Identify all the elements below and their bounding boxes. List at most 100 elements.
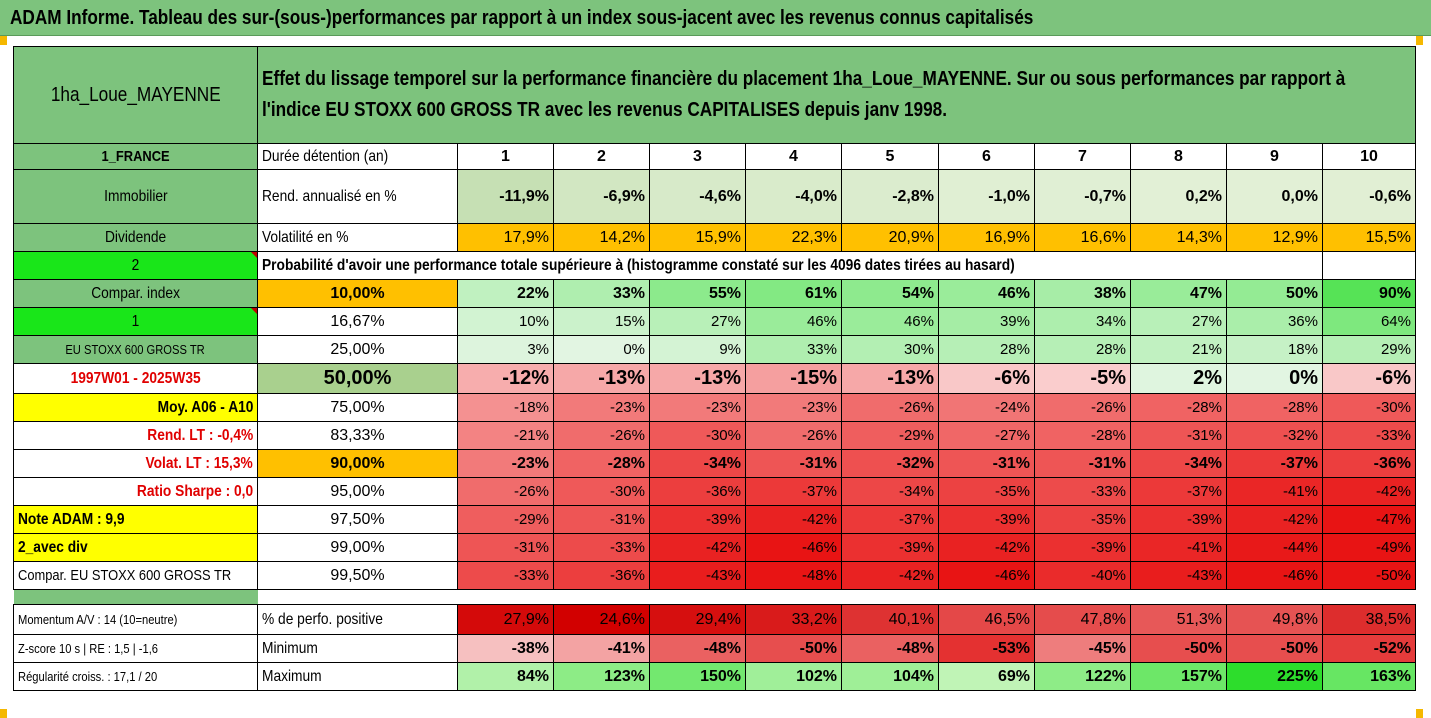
volat-value-cell: 22,3%	[745, 223, 842, 252]
probability-value-cell: 18%	[1226, 335, 1323, 364]
compar-name-cell: Compar. EU STOXX 600 GROSS TR	[13, 561, 258, 590]
momentum-cell: Momentum A/V : 14 (10=neutre)	[13, 604, 258, 635]
probability-value-cell: -42%	[745, 505, 842, 534]
probability-value-cell: 54%	[841, 279, 939, 308]
probability-value-cell: -23%	[649, 393, 746, 422]
probability-value-cell: -26%	[553, 421, 650, 450]
probability-value-cell: -39%	[841, 533, 939, 562]
period-cell: 1997W01 - 2025W35	[13, 363, 258, 394]
maximum-value-cell: 225%	[1226, 662, 1323, 691]
report-title: ADAM Informe. Tableau des sur-(sous-)per…	[10, 7, 1034, 29]
probability-value-cell: -39%	[649, 505, 746, 534]
probability-value-cell: -41%	[1226, 477, 1323, 506]
minimum-value-cell: -48%	[841, 634, 939, 663]
probability-value-cell: -6%	[1322, 363, 1416, 394]
probability-value-cell: -30%	[649, 421, 746, 450]
probability-value-cell: -37%	[841, 505, 939, 534]
minimum-value-cell: -53%	[938, 634, 1035, 663]
probability-value-cell: 27%	[1130, 307, 1227, 336]
probability-value-cell: -32%	[1226, 421, 1323, 450]
probability-value-cell: -36%	[1322, 449, 1416, 478]
probability-value-cell: 9%	[649, 335, 746, 364]
probability-value-cell: -12%	[457, 363, 554, 394]
rend-row: Immobilier Rend. annualisé en % -11,9% -6…	[13, 169, 1416, 224]
rend-value-cell: -2,8%	[841, 169, 939, 224]
probability-value-cell: 61%	[745, 279, 842, 308]
maximum-value-cell: 104%	[841, 662, 939, 691]
year-header-cell: 4	[745, 143, 842, 170]
volat-label: Volatilité en %	[257, 223, 458, 252]
sharpe-cell: Ratio Sharpe : 0,0	[13, 477, 258, 506]
threshold-row: Ratio Sharpe : 0,0 95,00% -26% -30% -36% -37%…	[13, 477, 1416, 506]
maximum-value-cell: 122%	[1034, 662, 1131, 691]
probability-value-cell: -44%	[1226, 533, 1323, 562]
probability-value-cell: 90%	[1322, 279, 1416, 308]
probability-value-cell: 10%	[457, 307, 554, 336]
probability-value-cell: -6%	[938, 363, 1035, 394]
probability-value-cell: 47%	[1130, 279, 1227, 308]
country-cell: 1_FRANCE	[13, 143, 258, 170]
probability-value-cell: -29%	[841, 421, 939, 450]
maximum-value-cell: 150%	[649, 662, 746, 691]
minimum-value-cell: -41%	[553, 634, 650, 663]
probability-value-cell: 55%	[649, 279, 746, 308]
threshold-cell: 16,67%	[257, 307, 458, 336]
volat-value-cell: 17,9%	[457, 223, 554, 252]
probability-value-cell: -27%	[938, 421, 1035, 450]
year-header-cell: 6	[938, 143, 1035, 170]
maximum-value-cell: 69%	[938, 662, 1035, 691]
probability-value-cell: 34%	[1034, 307, 1131, 336]
probability-label: Probabilité d'avoir une performance tota…	[257, 251, 1227, 280]
probability-row: 2 Probabilité d'avoir une performance to…	[13, 251, 1416, 280]
positive-value-cell: 29,4%	[649, 604, 746, 635]
probability-value-cell: -13%	[553, 363, 650, 394]
probability-value-cell: -23%	[745, 393, 842, 422]
probability-value-cell: 22%	[457, 279, 554, 308]
variant-cell: 2_avec div	[13, 533, 258, 562]
probability-value-cell: -46%	[1226, 561, 1323, 590]
description-line-1: Effet du lissage temporel sur la perform…	[262, 68, 1346, 90]
positive-value-cell: 33,2%	[745, 604, 842, 635]
probability-value-cell: -37%	[1130, 477, 1227, 506]
probability-value-cell: -32%	[841, 449, 939, 478]
threshold-cell: 25,00%	[257, 335, 458, 364]
probability-value-cell: -33%	[457, 561, 554, 590]
rend-value-cell: -0,7%	[1034, 169, 1131, 224]
probability-value-cell: -26%	[1034, 393, 1131, 422]
volat-value-cell: 16,9%	[938, 223, 1035, 252]
revenue-type-cell: Dividende	[13, 223, 258, 252]
duration-label: Durée détention (an)	[257, 143, 458, 170]
probability-value-cell: 38%	[1034, 279, 1131, 308]
minimum-value-cell: -45%	[1034, 634, 1131, 663]
threshold-cell: 83,33%	[257, 421, 458, 450]
rend-label: Rend. annualisé en %	[257, 169, 458, 224]
probability-value-cell: 2%	[1130, 363, 1227, 394]
rank-cell: 2	[13, 251, 258, 280]
rend-value-cell: -11,9%	[457, 169, 554, 224]
index-rank-cell: 1	[13, 307, 258, 336]
probability-value-cell: 33%	[745, 335, 842, 364]
rend-value-cell: 0,0%	[1226, 169, 1323, 224]
threshold-row: EU STOXX 600 GROSS TR 25,00% 3% 0% 9% 33% 30% 2…	[13, 335, 1416, 364]
asset-name-cell: 1ha_Loue_MAYENNE	[13, 46, 258, 144]
probability-value-cell: -34%	[1130, 449, 1227, 478]
year-header-cell: 1	[457, 143, 554, 170]
regularity-cell: Régularité croiss. : 17,1 / 20	[13, 662, 258, 691]
probability-value-cell: -34%	[649, 449, 746, 478]
probability-value-cell: -13%	[649, 363, 746, 394]
threshold-row: 1 16,67% 10% 15% 27% 46% 46% 39% 34% 27% 36% 64%	[13, 307, 1416, 336]
probability-value-cell: -31%	[938, 449, 1035, 478]
probability-value-cell: -47%	[1322, 505, 1416, 534]
positive-row: Momentum A/V : 14 (10=neutre) % de perfo…	[13, 604, 1416, 635]
probability-value-cell: -43%	[649, 561, 746, 590]
probability-value-cell: -46%	[745, 533, 842, 562]
probability-value-cell: -42%	[938, 533, 1035, 562]
maximum-label: Maximum	[257, 662, 458, 691]
probability-value-cell: -26%	[841, 393, 939, 422]
positive-label: % de perfo. positive	[257, 604, 458, 635]
year-header-cell: 10	[1322, 143, 1416, 170]
minimum-value-cell: -50%	[745, 634, 842, 663]
threshold-cell: 97,50%	[257, 505, 458, 534]
minimum-value-cell: -38%	[457, 634, 554, 663]
